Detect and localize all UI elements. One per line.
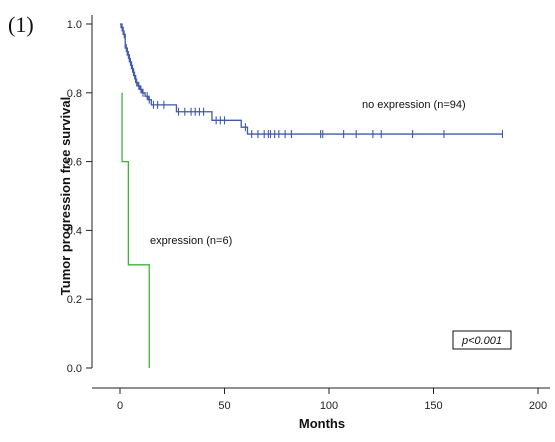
y-axis-title: Tumor progression free survival (58, 97, 73, 295)
x-tick-label: 0 (117, 400, 123, 412)
x-tick-label: 200 (529, 400, 547, 412)
y-tick-label: 0.6 (67, 157, 82, 169)
y-tick-label: 0.8 (67, 88, 82, 100)
y-tick-label: 0.4 (67, 225, 82, 237)
p-value-text: p<0.001 (461, 335, 502, 347)
x-tick-label: 50 (218, 400, 230, 412)
p-value-box (452, 330, 512, 350)
y-tick-label: 0.2 (67, 294, 82, 306)
survival-curve-line (120, 23, 503, 135)
x-tick-label: 100 (320, 400, 338, 412)
series-label-no-expression: no expression (n=94) (362, 99, 466, 111)
x-tick-label: 150 (424, 400, 442, 412)
y-tick-label: 1.0 (67, 19, 82, 31)
panel-label: (1) (8, 12, 34, 37)
series-label-expression: expression (n=6) (150, 235, 232, 247)
plot-axes (91, 15, 550, 389)
survival-curve-line (121, 92, 150, 368)
x-axis-title: Months (299, 416, 345, 431)
series-0 (120, 23, 504, 139)
series-1 (121, 92, 150, 368)
y-tick-label: 0.0 (67, 363, 82, 375)
